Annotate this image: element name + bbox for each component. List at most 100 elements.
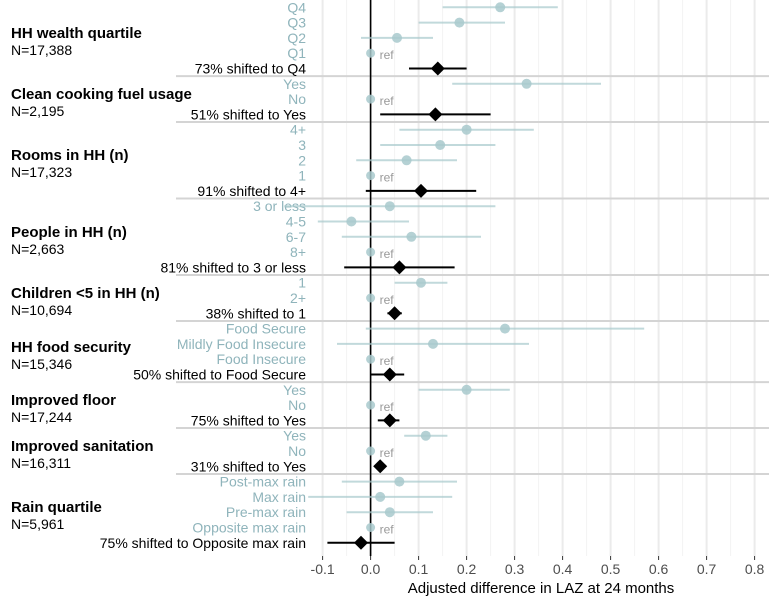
category-label: 8+ [290,244,306,260]
category-estimate-point [392,32,402,43]
shifted-estimate-diamond [354,535,368,550]
group-sample-size: N=2,195 [11,103,65,120]
category-label: Post-max rain [220,474,306,490]
category-estimate-point [435,140,446,150]
group-title: HH wealth quartile [11,24,142,42]
category-label: 3 [298,137,306,153]
ref-label: ref [380,523,395,537]
category-estimate-point [420,430,431,441]
category-label: Q3 [287,15,306,31]
group-sample-size: N=17,388 [11,41,73,58]
category-estimate-point [375,491,386,502]
shifted-row-label: 75% shifted to Yes [191,412,306,428]
group-title: Improved sanitation [11,438,154,455]
x-tick-label: 0.0 [361,561,381,577]
category-label: No [288,91,306,107]
group-label: Rooms in HH (n) N=17,323 [11,147,129,181]
shifted-row-label: 75% shifted to Opposite max rain [100,535,306,551]
category-label: Pre-max rain [226,504,306,520]
category-estimate-point [394,476,405,487]
group-label: Improved floor N=17,244 [11,392,117,426]
reference-point [366,171,376,181]
category-label: Q2 [287,30,306,46]
group-sample-size: N=15,346 [11,355,73,372]
category-estimate-point [406,231,417,242]
reference-point [366,523,376,532]
shifted-row-label: 31% shifted to Yes [191,458,306,474]
plot-panel [313,0,769,556]
group-sample-size: N=2,663 [11,240,65,257]
ref-label: ref [380,446,395,460]
group-label: Improved sanitation N=16,311 [11,438,154,472]
ref-label: ref [380,293,395,307]
shifted-estimate-diamond [382,367,397,382]
category-label: 4-5 [286,214,306,230]
group-sample-size: N=17,244 [11,409,73,426]
category-estimate-point [495,2,506,13]
x-tick-label: 0.3 [505,561,525,577]
x-tick-label: -0.1 [311,561,335,577]
ref-label: ref [380,48,395,62]
group-label: HH food security N=15,346 [11,338,132,372]
group-sample-size: N=5,961 [11,516,65,533]
group-title: Children <5 in HH (n) [11,285,160,302]
shifted-row-label: 51% shifted to Yes [191,106,306,122]
category-label: No [288,443,306,459]
x-axis-title: Adjusted difference in LAZ at 24 months [408,580,675,597]
shifted-estimate-diamond [392,260,407,275]
x-tick-label: 0.7 [697,561,717,577]
group-title: Rooms in HH (n) [11,147,129,165]
category-label: 4+ [290,122,306,138]
x-tick-label: 0.5 [601,561,621,577]
category-label: 1 [298,168,306,184]
category-label: Q1 [287,45,306,61]
category-estimate-point [384,507,395,518]
category-label: Yes [283,76,306,92]
category-estimate-point [461,384,472,395]
ref-label: ref [380,94,395,108]
shifted-row-label: 50% shifted to Food Secure [133,367,306,383]
category-label: Yes [283,428,306,444]
group-sample-size: N=17,323 [11,164,73,181]
category-estimate-point [500,323,510,334]
shifted-estimate-diamond [414,183,428,198]
ref-label: ref [380,171,395,185]
category-estimate-point [401,155,412,166]
category-estimate-point [454,17,465,28]
x-tick-label: 0.1 [409,561,429,577]
x-tick-label: 0.6 [649,561,669,577]
group-title: People in HH (n) [11,223,127,241]
category-label: Mildly Food Insecure [177,336,306,352]
ref-label: ref [380,247,395,261]
category-label: Food Secure [226,321,306,337]
shifted-estimate-diamond [387,306,402,321]
reference-point [366,354,376,364]
group-title: Improved floor [11,392,117,410]
category-estimate-point [461,124,472,135]
reference-point [366,48,376,58]
group-title: HH food security [11,338,132,356]
category-estimate-point [384,201,395,212]
reference-point [366,247,376,257]
shifted-row-label: 91% shifted to 4+ [197,183,306,199]
category-estimate-point [428,338,438,349]
shifted-estimate-diamond [373,459,388,474]
category-label: Yes [283,382,306,398]
ref-label: ref [380,354,395,368]
x-tick-label: 0.2 [457,561,477,577]
group-label: People in HH (n) N=2,663 [11,223,127,257]
category-label: Max rain [252,489,306,505]
group-sample-size: N=16,311 [11,455,72,471]
group-title: Rain quartile [11,499,102,517]
ref-label: ref [380,400,395,414]
shifted-row-label: 38% shifted to 1 [206,305,307,321]
category-label: 3 or less [253,198,306,214]
shifted-estimate-diamond [430,61,445,76]
category-label: 1 [298,275,306,291]
shifted-row-label: 73% shifted to Q4 [195,61,307,77]
reference-point [366,94,376,104]
group-label: Rain quartile N=5,961 [11,499,102,533]
category-label: 6-7 [286,229,306,245]
group-label: Children <5 in HH (n) N=10,694 [11,285,160,319]
